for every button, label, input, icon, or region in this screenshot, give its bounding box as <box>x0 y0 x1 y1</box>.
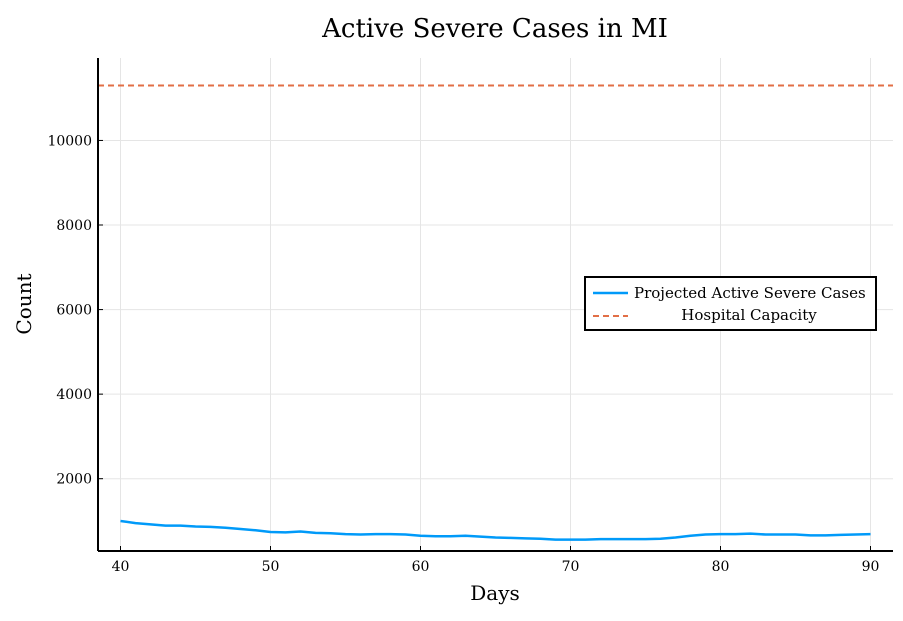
x-ticks: 40 50 60 70 80 90 <box>112 546 880 575</box>
y-tick-label: 10000 <box>47 133 92 149</box>
y-tick-label: 8000 <box>56 218 92 234</box>
x-tick-label: 60 <box>412 559 430 575</box>
y-tick-label: 6000 <box>56 303 92 319</box>
x-tick-label: 90 <box>862 559 880 575</box>
series-layer <box>98 84 893 541</box>
x-tick-label: 40 <box>112 559 130 575</box>
x-tick-label: 80 <box>712 559 730 575</box>
y-tick-label: 4000 <box>56 387 92 403</box>
legend-label-projected: Projected Active Severe Cases <box>634 284 866 302</box>
x-tick-label: 50 <box>262 559 280 575</box>
y-axis-label: Count <box>12 273 36 334</box>
y-ticks: 2000 4000 6000 8000 10000 <box>47 133 103 488</box>
legend-label-capacity: Hospital Capacity <box>681 306 817 324</box>
chart-title: Active Severe Cases in MI <box>321 14 668 44</box>
x-tick-label: 70 <box>562 559 580 575</box>
x-axis-label: Days <box>470 581 520 605</box>
legend: Projected Active Severe Cases Hospital C… <box>584 276 877 331</box>
series-line-projected-active-severe-cases <box>120 519 871 541</box>
y-tick-label: 2000 <box>56 472 92 488</box>
legend-box <box>584 276 877 331</box>
